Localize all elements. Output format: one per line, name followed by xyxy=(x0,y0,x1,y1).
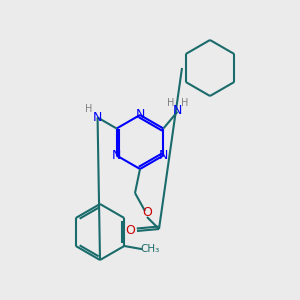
Text: O: O xyxy=(142,206,152,220)
Text: N: N xyxy=(173,104,182,117)
Text: H: H xyxy=(181,98,188,108)
Text: O: O xyxy=(125,224,135,238)
Text: H: H xyxy=(85,104,92,115)
Text: CH₃: CH₃ xyxy=(140,244,160,254)
Text: N: N xyxy=(112,149,121,162)
Text: N: N xyxy=(135,109,145,122)
Text: N: N xyxy=(159,149,168,162)
Text: N: N xyxy=(93,111,102,124)
Text: H: H xyxy=(167,98,174,108)
